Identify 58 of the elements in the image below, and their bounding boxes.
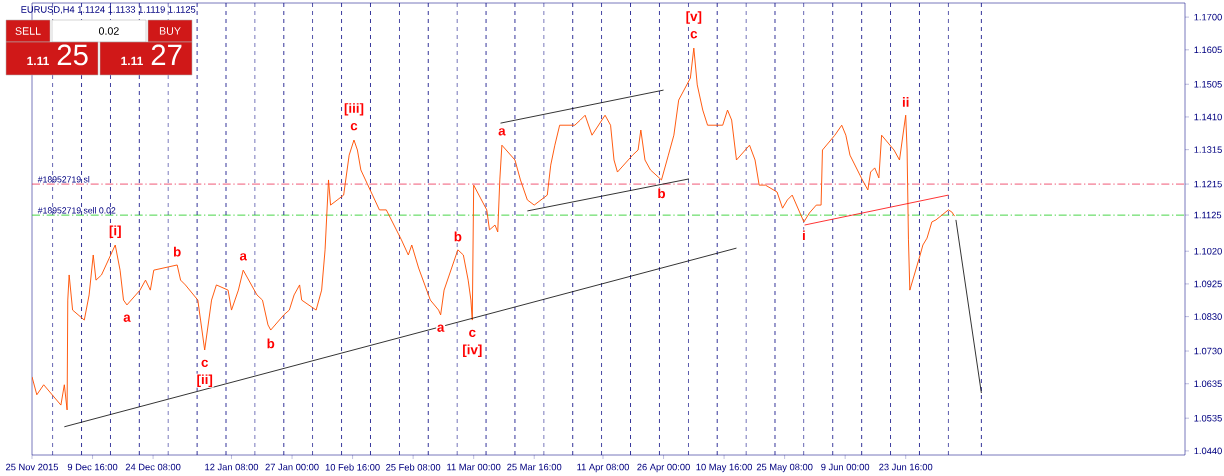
annotation: ii [902,97,909,107]
x-tick-label: 25 May 08:00 [756,463,813,473]
annotation: a [498,128,506,136]
x-tick-label: 10 May 16:00 [696,463,752,473]
x-tick-label: 26 Apr 00:00 [637,463,690,473]
annotation: i [802,230,805,241]
y-tick-label: 1.1315 [1194,146,1222,153]
x-tick-label: 25 Mar 16:00 [507,463,562,471]
annotation: b [267,338,275,349]
annotation: 27 [151,44,182,66]
x-tick-label: 25 Feb 08:00 [386,463,441,471]
annotation: [iv] [463,344,482,357]
annotation: c [690,31,698,39]
y-tick-label: 1.1125 [1194,211,1222,219]
y-tick-label: 1.0925 [1194,280,1222,288]
annotation: [iii] [344,103,364,116]
y-tick-label: 1.1700 [1194,13,1222,21]
annotation: 1.11 [27,56,49,66]
annotation: c [469,329,476,338]
annotation: [ii] [197,374,213,387]
x-tick-label: 11 Apr 08:00 [577,463,630,473]
annotation: BUY [159,27,181,35]
y-tick-label: 1.1215 [1194,180,1222,188]
annotation: SELL [15,27,41,35]
ref-line-label: #18952719 sell 0.02 [37,207,116,214]
y-tick-label: 1.1020 [1194,247,1222,255]
x-tick-label: 27 Jan 00:00 [265,463,319,471]
annotation: b [454,231,462,242]
y-tick-label: 1.0440 [1194,447,1222,455]
annotation: a [239,253,248,261]
x-tick-label: 24 Dec 08:00 [125,463,181,471]
y-tick-label: 1.0830 [1194,313,1222,320]
x-tick-label: 11 Mar 00:00 [447,463,501,471]
annotation: 0.02 [98,27,119,35]
annotation: b [658,188,666,199]
y-tick-label: 1.0635 [1194,380,1222,388]
y-tick-label: 1.1505 [1194,80,1222,88]
x-tick-label: 23 Jun 16:00 [879,463,933,471]
annotation: [i] [109,225,121,238]
annotation: 1.11 [121,56,143,66]
x-tick-label: 25 Nov 2015 [6,463,59,471]
ref-line-label: #18952719 sl [37,176,90,183]
y-tick-label: 1.1410 [1194,113,1222,121]
y-tick-label: 1.0730 [1194,347,1222,355]
annotation: b [173,246,181,257]
x-tick-label: 9 Jun 00:00 [821,463,870,471]
annotation: 25 [57,44,88,66]
x-tick-label: 10 Feb 16:00 [325,463,380,471]
annotation: a [437,324,445,332]
x-tick-label: 9 Dec 16:00 [67,463,118,471]
annotation: [v] [686,11,702,24]
x-tick-label: 12 Jan 08:00 [205,463,259,471]
y-tick-label: 1.0535 [1194,414,1222,422]
annotation: c [201,359,208,367]
y-tick-label: 1.1605 [1194,46,1222,54]
chart-title: EURUSD,H4 1.1124 1.1133 1.1119 1.1125 [21,6,196,14]
annotation: a [123,314,131,322]
annotation: c [350,123,358,131]
